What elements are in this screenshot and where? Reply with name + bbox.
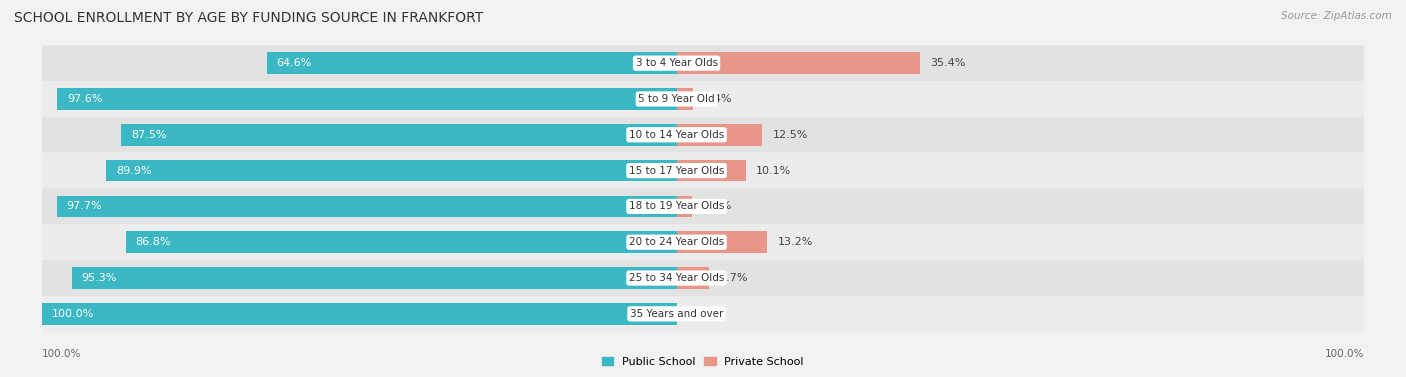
Text: 100.0%: 100.0% — [1324, 349, 1364, 359]
Bar — [267, 52, 676, 74]
Text: 64.6%: 64.6% — [276, 58, 312, 68]
Bar — [676, 124, 762, 146]
Text: 87.5%: 87.5% — [131, 130, 166, 140]
Text: 3 to 4 Year Olds: 3 to 4 Year Olds — [636, 58, 717, 68]
Text: 35 Years and over: 35 Years and over — [630, 309, 723, 319]
Text: 100.0%: 100.0% — [52, 309, 94, 319]
FancyBboxPatch shape — [42, 224, 1364, 260]
FancyBboxPatch shape — [42, 45, 1364, 81]
Text: 95.3%: 95.3% — [82, 273, 117, 283]
Text: 18 to 19 Year Olds: 18 to 19 Year Olds — [628, 201, 724, 211]
Text: 15 to 17 Year Olds: 15 to 17 Year Olds — [628, 166, 724, 176]
Text: 86.8%: 86.8% — [135, 237, 172, 247]
Text: Source: ZipAtlas.com: Source: ZipAtlas.com — [1281, 11, 1392, 21]
Text: 10 to 14 Year Olds: 10 to 14 Year Olds — [628, 130, 724, 140]
Text: 35.4%: 35.4% — [931, 58, 966, 68]
Text: 13.2%: 13.2% — [778, 237, 813, 247]
Text: 97.6%: 97.6% — [67, 94, 103, 104]
Text: 2.4%: 2.4% — [703, 94, 733, 104]
Text: 5 to 9 Year Old: 5 to 9 Year Old — [638, 94, 714, 104]
Legend: Public School, Private School: Public School, Private School — [598, 352, 808, 371]
Bar — [676, 160, 747, 181]
Text: 10.1%: 10.1% — [756, 166, 792, 176]
Text: 12.5%: 12.5% — [773, 130, 808, 140]
Bar — [58, 88, 676, 110]
Bar — [121, 124, 676, 146]
FancyBboxPatch shape — [42, 296, 1364, 332]
Text: 25 to 34 Year Olds: 25 to 34 Year Olds — [628, 273, 724, 283]
Bar — [127, 231, 676, 253]
Text: 2.3%: 2.3% — [703, 201, 731, 211]
Text: 4.7%: 4.7% — [720, 273, 748, 283]
Text: 100.0%: 100.0% — [42, 349, 82, 359]
Text: SCHOOL ENROLLMENT BY AGE BY FUNDING SOURCE IN FRANKFORT: SCHOOL ENROLLMENT BY AGE BY FUNDING SOUR… — [14, 11, 484, 25]
Text: 0.0%: 0.0% — [688, 309, 716, 319]
Bar — [42, 303, 676, 325]
Bar — [676, 88, 693, 110]
Text: 20 to 24 Year Olds: 20 to 24 Year Olds — [628, 237, 724, 247]
FancyBboxPatch shape — [42, 153, 1364, 188]
Bar — [676, 196, 692, 217]
Bar — [56, 196, 676, 217]
FancyBboxPatch shape — [42, 188, 1364, 224]
FancyBboxPatch shape — [42, 260, 1364, 296]
Bar — [107, 160, 676, 181]
Text: 89.9%: 89.9% — [115, 166, 152, 176]
Text: 97.7%: 97.7% — [66, 201, 101, 211]
Bar — [676, 267, 709, 289]
Bar — [676, 231, 768, 253]
FancyBboxPatch shape — [42, 81, 1364, 117]
FancyBboxPatch shape — [42, 117, 1364, 153]
Bar — [72, 267, 676, 289]
Bar — [676, 52, 920, 74]
